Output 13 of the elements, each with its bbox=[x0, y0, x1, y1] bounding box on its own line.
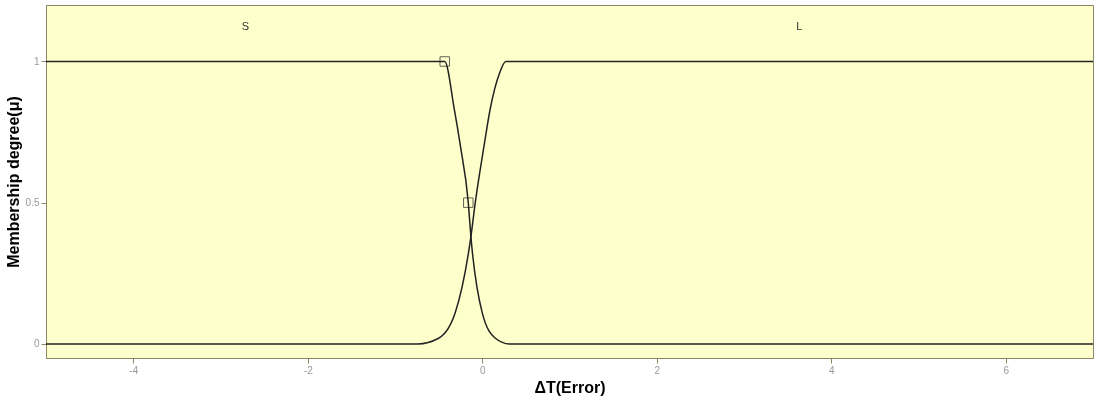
annotation: L bbox=[796, 20, 803, 32]
x-tick-label: 0 bbox=[479, 364, 486, 376]
x-tick-label: 2 bbox=[654, 364, 661, 376]
y-tick-label: 1 bbox=[33, 55, 40, 67]
x-tick-label: 6 bbox=[1003, 364, 1010, 376]
y-tick-label: 0.5 bbox=[25, 197, 40, 209]
x-tick-label: -2 bbox=[303, 364, 314, 376]
annotation: S bbox=[241, 20, 250, 32]
x-axis-title: ΔT(Error) bbox=[534, 378, 606, 396]
x-tick-label: 4 bbox=[828, 364, 835, 376]
y-tick-label: 0 bbox=[33, 338, 40, 350]
x-tick-label: -4 bbox=[129, 364, 139, 376]
y-axis-title: Membership degree(μ) bbox=[4, 96, 22, 268]
